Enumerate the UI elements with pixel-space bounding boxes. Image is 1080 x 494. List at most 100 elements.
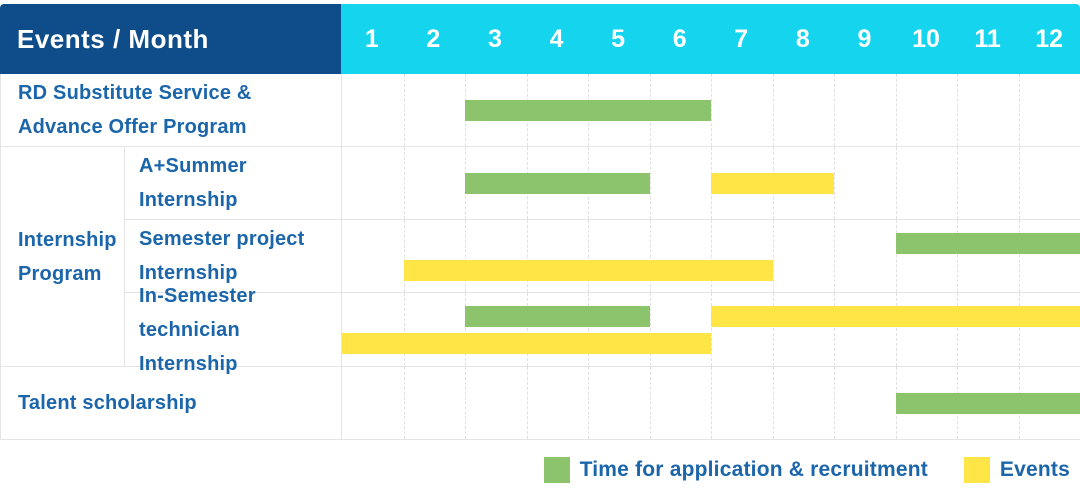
row-chart-area [342,147,1080,219]
month-gridline [342,220,405,292]
month-gridline [834,147,897,219]
row-chart-area [342,293,1080,366]
month-header-cell-1: 1 [364,24,379,53]
month-gridline [527,220,589,292]
month-gridline [834,74,897,146]
month-gridline [404,147,466,219]
table-row-group: Internship Program A+Summer Internship Semes… [1,147,1080,375]
month-gridline [404,293,466,366]
month-gridline [650,293,712,366]
row-label-cell: Semester project Internship [125,220,342,292]
row-chart-area [342,74,1080,146]
month-gridline [773,293,835,366]
table-row: RD Substitute Service & Advance Offer Pro… [1,74,1080,147]
month-header-cell-7: 7 [734,24,749,53]
month-gridline [465,367,528,439]
month-gridline [404,367,466,439]
month-gridline [896,293,958,366]
row-label: A+Summer [139,155,247,177]
month-gridline [773,74,835,146]
month-header-cell-12: 12 [1035,24,1064,53]
month-gridline [711,293,774,366]
month-header-cell-9: 9 [857,24,872,53]
month-gridline [834,220,897,292]
events-bar [711,306,1080,327]
row-label: technician Internship [139,318,240,375]
row-label: Advance Offer Program [18,116,247,138]
month-header-cell-3: 3 [487,24,502,53]
month-gridline [465,293,528,366]
table-row: In-Semester technician Internship [125,285,1080,375]
recruitment-bar [465,306,650,327]
month-gridline [711,367,774,439]
row-label-cell: A+Summer Internship [125,147,342,219]
month-header-cell-4: 4 [549,24,564,53]
row-label: Internship [139,262,238,284]
month-gridline [773,147,835,219]
month-gridline [711,220,774,292]
month-gridline [404,74,466,146]
month-gridline [650,147,712,219]
legend-swatch-recruitment [543,457,570,483]
legend-item-events: Events [963,457,1070,483]
month-header-cell-5: 5 [611,24,626,53]
month-header-cell-8: 8 [795,24,810,53]
month-gridline [342,367,405,439]
month-header-cell-11: 11 [974,24,1001,53]
month-gridline [957,74,1020,146]
table-body: RD Substitute Service & Advance Offer Pro… [0,74,1080,440]
legend-item-recruitment: Time for application & recruitment [543,457,928,483]
table-row: A+Summer Internship [125,147,1080,220]
month-gridline [527,367,589,439]
recruitment-bar [895,393,1080,414]
table-row: Talent scholarship [1,367,1080,440]
month-gridline [342,147,405,219]
corner-header: Events / Month [0,4,341,74]
recruitment-bar [465,100,711,121]
row-label: Internship [139,189,238,211]
group-rows: A+Summer Internship Semester project Intern… [125,147,1080,375]
month-gridline [588,147,651,219]
schedule-table: Events / Month 1 2 3 4 5 6 7 8 9 10 11 12 RD Substi… [0,4,1080,440]
month-gridline [342,74,405,146]
row-label: RD Substitute Service & [18,82,252,104]
row-label-cell: Talent scholarship [1,367,342,439]
row-label: Semester project [139,228,305,250]
legend: Time for application & recruitment Events [0,456,1080,484]
month-gridline [957,293,1020,366]
month-gridline [773,220,835,292]
month-gridline [650,220,712,292]
month-gridline [527,293,589,366]
month-gridline [588,367,651,439]
group-label: Program [18,262,102,285]
month-gridline [465,220,528,292]
events-bar [711,173,834,194]
month-gridline [588,220,651,292]
month-gridline [834,293,897,366]
month-gridline [404,220,466,292]
row-chart-area [342,220,1080,292]
group-label: Internship [18,228,117,251]
month-header-cell-2: 2 [426,24,441,53]
month-gridline [957,220,1020,292]
month-gridline [773,367,835,439]
legend-label-recruitment: Time for application & recruitment [579,458,928,481]
month-gridline [650,367,712,439]
month-gridline [588,293,651,366]
table-row: Semester project Internship [125,220,1080,293]
recruitment-bar [895,233,1080,254]
row-label: Talent scholarship [18,392,197,414]
legend-label-events: Events [999,458,1070,481]
row-label-cell: RD Substitute Service & Advance Offer Pro… [1,74,342,146]
month-gridline [957,147,1020,219]
row-label: In-Semester [139,284,256,307]
month-gridline [342,293,405,366]
group-label-cell: Internship Program [1,147,125,366]
recruitment-bar [465,173,650,194]
month-gridline [896,220,958,292]
table-header-row: Events / Month 1 2 3 4 5 6 7 8 9 10 11 12 [0,4,1080,74]
month-header-row: 1 2 3 4 5 6 7 8 9 10 11 12 [341,4,1080,74]
legend-swatch-events [963,457,990,483]
events-bar [403,260,773,281]
